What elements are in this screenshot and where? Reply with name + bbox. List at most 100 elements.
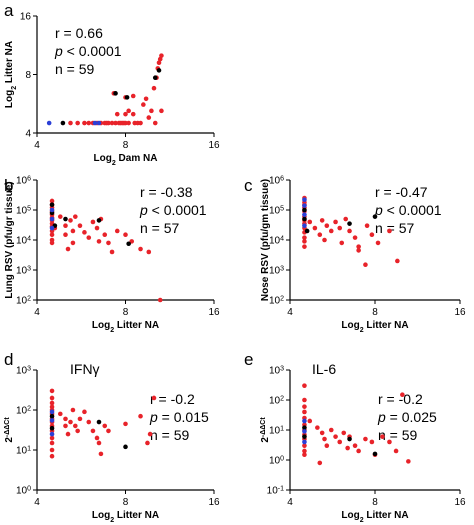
point-d-red-3 [49,404,55,410]
y-tick-label-d-1: 101 [16,445,31,457]
x-tick-label-a-1: 8 [123,140,129,151]
point-c-red-29 [387,228,392,234]
point-d-red-22 [82,409,87,415]
y-tick-label-c-2: 104 [269,235,284,247]
y-tick-label-b-1: 103 [16,265,31,277]
stat-p-a: p < 0.0001 [54,43,122,59]
y-tick-label-d-3: 103 [16,365,31,377]
point-e-blue-1 [302,429,307,434]
point-d-red-1 [49,395,55,401]
point-c-red-31 [395,258,400,264]
panel-letter-e: e [244,350,253,369]
point-d-black-3 [123,444,128,450]
stat-p-d: p = 0.015 [149,409,209,425]
point-e-black-3 [372,451,378,457]
point-d-black-1 [49,425,55,431]
point-c-black-0 [302,207,307,213]
point-d-red-25 [94,435,100,441]
point-b-red-34 [146,249,152,255]
point-c-black-3 [347,221,352,226]
point-e-red-30 [400,392,405,398]
point-b-red-16 [63,232,68,238]
point-d-red-12 [49,447,55,453]
point-c-red-22 [347,228,352,234]
y-axis-label-b: Lung RSV (pfu/gr tissue) [4,181,15,298]
point-d-red-19 [73,423,78,429]
point-a-black-0 [60,120,66,126]
point-d-black-0 [49,413,55,419]
point-c-red-26 [364,223,370,228]
point-b-blue-2 [49,225,55,231]
point-b-red-14 [57,214,63,219]
panel-b: b r = -0.38 p < 0.0001 n = 57 4 8 16 102 103… [4,175,220,334]
point-e-red-15 [322,436,327,442]
point-a-black-2 [124,95,130,100]
point-e-red-25 [369,439,375,445]
point-e-red-17 [328,427,334,433]
point-c-red-19 [333,219,338,225]
point-c-red-16 [319,218,325,223]
point-d-red-31 [145,440,150,446]
point-a-red-34 [156,60,162,66]
y-tick-label-c-3: 105 [269,205,284,217]
point-b-black-5 [126,241,131,247]
stat-r-e: r = -0.2 [378,391,423,407]
point-b-red-37 [96,239,102,244]
point-e-black-2 [347,436,352,442]
point-b-red-22 [82,230,87,235]
point-c-black-4 [372,214,378,219]
point-c-blue-2 [302,212,307,217]
y-tick-label-a-0: 4 [25,129,31,140]
x-axis-label-e: Log2 Litter NA [341,510,408,524]
point-b-red-35 [157,297,163,303]
y-axis-label-a: Log2 Litter NA [4,41,18,108]
point-d-red-17 [68,419,73,425]
x-tick-label-b-0: 4 [34,307,40,318]
point-b-blue-0 [49,207,55,213]
panel-letter-d: d [4,350,13,369]
point-a-blue-2 [96,120,102,126]
point-d-red-33 [151,395,157,401]
point-d-red-14 [57,411,63,417]
point-e-red-20 [341,430,347,436]
x-tick-label-c-0: 4 [287,307,293,318]
point-e-black-0 [302,425,307,430]
stat-p-b: p < 0.0001 [139,202,207,218]
point-c-red-18 [328,228,334,234]
stat-r-c: r = -0.47 [375,184,428,200]
y-tick-label-c-4: 106 [269,175,284,187]
point-b-red-29 [109,249,115,255]
stat-r-a: r = 0.66 [55,25,103,41]
panel-letter-c: c [244,176,253,195]
point-a-blue-0 [46,120,52,126]
x-tick-label-c-2: 16 [454,307,466,318]
point-d-red-10 [49,435,55,441]
point-a-red-11 [114,111,120,117]
point-d-red-21 [77,416,83,422]
point-c-red-24 [356,244,361,249]
point-a-red-29 [152,120,158,126]
point-d-red-11 [49,440,55,446]
y-tick-label-c-0: 102 [269,295,284,307]
point-b-black-3 [63,216,68,222]
x-tick-label-b-1: 8 [123,307,129,318]
point-d-red-18 [70,407,76,413]
point-a-red-17 [123,111,128,117]
panel-title-d: IFNγ [70,361,100,377]
x-tick-label-e-2: 16 [454,497,466,508]
point-c-red-11 [302,239,307,244]
y-tick-label-a-1: 8 [25,70,31,81]
point-a-red-0 [68,120,73,126]
point-c-red-14 [312,225,318,231]
point-a-red-3 [86,120,92,126]
point-e-blue-0 [302,418,307,424]
point-c-blue-3 [302,223,307,228]
x-tick-label-d-0: 4 [34,497,40,508]
point-e-red-3 [302,409,307,415]
point-c-blue-0 [302,197,307,203]
point-b-red-25 [94,225,100,231]
point-c-red-25 [356,248,361,253]
point-a-red-39 [132,120,138,126]
x-axis-label-d: Log2 Litter NA [92,510,159,524]
